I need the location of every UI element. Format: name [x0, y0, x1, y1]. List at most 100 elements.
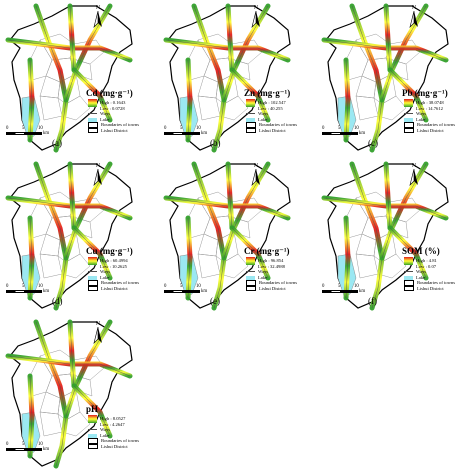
- district-swatch: [246, 286, 256, 292]
- map-title: Cd (mg·g⁻¹): [86, 88, 133, 98]
- north-arrow-icon: N: [408, 163, 420, 186]
- way-line: [7, 39, 131, 61]
- ways-swatch: [404, 113, 413, 115]
- legend-towns: Boundaries of towns: [417, 122, 456, 128]
- district-map: [163, 161, 291, 311]
- way-line: [165, 39, 289, 61]
- legend: High : 60.4994 Low : 10.2625 Ways Lake B…: [88, 256, 140, 292]
- panel-label: (e): [210, 296, 220, 306]
- way-line: [73, 227, 111, 279]
- way-line: [345, 217, 349, 299]
- legend-low: Low : 0.07: [416, 263, 437, 269]
- way-line: [29, 59, 33, 141]
- legend-high: High : 8.0527: [100, 416, 126, 421]
- legend-low: Low : 4.2647: [100, 421, 125, 427]
- map-title: pH: [86, 404, 99, 414]
- scale-bar: 0 5 10 km: [164, 284, 208, 294]
- scale-bar: 0 5 10 km: [322, 284, 366, 294]
- map-panel: N Zn (mg·g⁻¹) High : 102.547 Low : 40.25…: [158, 0, 316, 158]
- ways-swatch: [88, 271, 97, 273]
- way-line: [35, 321, 67, 467]
- way-line: [389, 227, 427, 279]
- way-line: [231, 69, 269, 121]
- legend: High : 4.81 Low : 0.07 Ways Lake Boundar…: [404, 256, 455, 292]
- legend: High : 38.0748 Low : 14.7612 Ways Lake B…: [404, 98, 456, 134]
- legend-ways: Ways: [100, 427, 111, 433]
- gradient-swatch: [404, 256, 413, 265]
- legend-ways: Ways: [100, 269, 111, 275]
- ways-swatch: [246, 113, 255, 115]
- map-panel: N Cd (mg·g⁻¹) High : 0.1643 Low : 0.0728…: [0, 0, 158, 158]
- district-swatch: [404, 286, 414, 292]
- district-map: [321, 161, 449, 311]
- legend-lake: Lake: [258, 274, 268, 280]
- scale-bar: 0 5 10 km: [322, 126, 366, 136]
- legend-lake: Lake: [416, 116, 426, 122]
- district-swatch: [88, 286, 98, 292]
- district-swatch: [246, 128, 256, 134]
- legend: High : 0.1643 Low : 0.0728 Ways Lake Bou…: [88, 98, 140, 134]
- scale-bar: 0 5 10 km: [6, 442, 50, 452]
- legend-district: Lishui District: [101, 127, 128, 133]
- lake-swatch: [404, 275, 413, 280]
- way-line: [73, 69, 111, 121]
- ways-swatch: [246, 271, 255, 273]
- scale-bar: 0 5 10 km: [6, 126, 50, 136]
- legend: High : 102.547 Low : 40.255 Ways Lake Bo…: [246, 98, 298, 134]
- panel-label: (d): [52, 296, 63, 306]
- towns-swatch: [404, 280, 414, 286]
- north-arrow-icon: N: [408, 5, 420, 28]
- legend-low: Low : 40.255: [258, 105, 283, 111]
- legend-high: High : 96.854: [258, 258, 284, 263]
- way-line: [389, 69, 427, 121]
- way-line: [385, 5, 391, 71]
- lake-swatch: [88, 275, 97, 280]
- district-swatch: [88, 128, 98, 134]
- north-arrow-icon: N: [250, 163, 262, 186]
- map-panel: N pH High : 8.0527 Low : 4.2647 Ways Lak…: [0, 316, 158, 474]
- panel-label: (f): [368, 296, 377, 306]
- map-panel: N Pb (mg·g⁻¹) High : 38.0748 Low : 14.76…: [316, 0, 474, 158]
- map-title: Cu (mg·g⁻¹): [86, 246, 133, 256]
- legend-lake: Lake: [258, 116, 268, 122]
- legend-lake: Lake: [100, 432, 110, 438]
- way-line: [7, 197, 131, 219]
- legend-high: High : 60.4994: [100, 258, 128, 263]
- way-line: [193, 5, 225, 151]
- panel-label: (c): [368, 138, 378, 148]
- legend-towns: Boundaries of towns: [101, 280, 140, 286]
- ways-swatch: [404, 271, 413, 273]
- legend-district: Lishui District: [101, 285, 128, 291]
- panel-label: (b): [210, 138, 221, 148]
- lake-swatch: [404, 117, 413, 122]
- way-line: [323, 39, 447, 61]
- way-line: [29, 375, 33, 457]
- way-line: [351, 163, 383, 309]
- gradient-swatch: [246, 256, 255, 265]
- map-title: Cr (mg·g⁻¹): [244, 246, 290, 256]
- district-map: [5, 161, 133, 311]
- ways-swatch: [88, 429, 97, 431]
- district-swatch: [88, 444, 98, 450]
- gradient-swatch: [88, 98, 97, 107]
- legend-district: Lishui District: [101, 443, 128, 449]
- legend-district: Lishui District: [259, 285, 286, 291]
- way-line: [187, 59, 191, 141]
- panel-label: (a): [52, 138, 62, 148]
- way-line: [231, 227, 269, 279]
- way-line: [69, 5, 75, 71]
- way-line: [193, 163, 225, 309]
- legend-towns: Boundaries of towns: [259, 122, 298, 128]
- way-line: [69, 321, 75, 387]
- map-panel: N Cu (mg·g⁻¹) High : 60.4994 Low : 10.26…: [0, 158, 158, 316]
- towns-swatch: [246, 280, 256, 286]
- legend-towns: Boundaries of towns: [101, 122, 140, 128]
- north-arrow-icon: N: [92, 5, 104, 28]
- way-line: [351, 5, 383, 151]
- map-panel: N SOM (%) High : 4.81 Low : 0.07 Ways La…: [316, 158, 474, 316]
- legend: High : 8.0527 Low : 4.2647 Ways Lake Bou…: [88, 414, 139, 450]
- towns-swatch: [246, 122, 256, 128]
- towns-swatch: [88, 438, 98, 444]
- way-line: [385, 163, 391, 229]
- way-line: [35, 5, 67, 151]
